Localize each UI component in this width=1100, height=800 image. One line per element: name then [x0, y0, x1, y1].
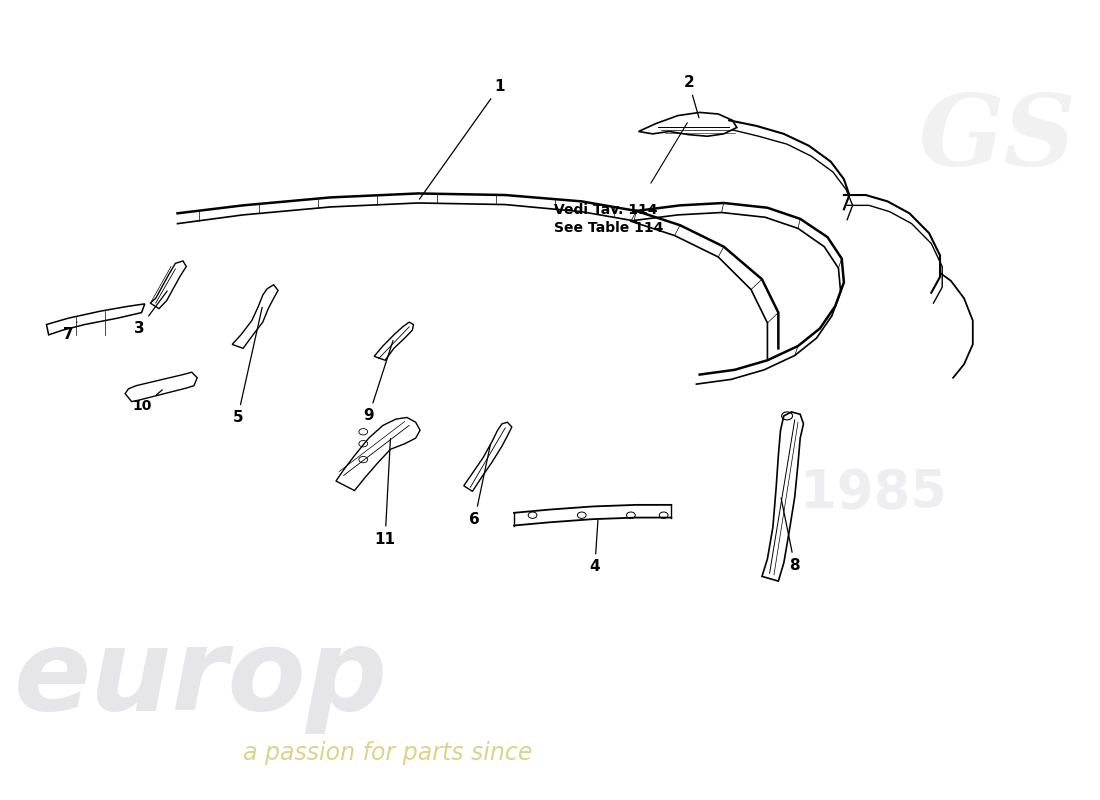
- Text: 6: 6: [470, 444, 491, 526]
- Polygon shape: [151, 261, 186, 309]
- Polygon shape: [232, 285, 278, 348]
- Text: 4: 4: [590, 520, 601, 574]
- Text: 9: 9: [363, 341, 393, 423]
- Polygon shape: [638, 113, 737, 136]
- Text: GS: GS: [918, 90, 1076, 186]
- Text: 8: 8: [781, 498, 800, 573]
- Text: 11: 11: [375, 438, 396, 546]
- Text: europ: europ: [13, 622, 388, 734]
- Text: Vedi Tav. 114
See Table 114: Vedi Tav. 114 See Table 114: [554, 203, 663, 235]
- Text: 5: 5: [232, 307, 262, 425]
- Text: 3: 3: [134, 291, 167, 336]
- Text: 7: 7: [63, 322, 77, 342]
- Text: 2: 2: [683, 74, 698, 118]
- Text: 1: 1: [419, 78, 505, 199]
- Text: 1985: 1985: [800, 467, 947, 519]
- Polygon shape: [762, 412, 803, 581]
- Polygon shape: [464, 422, 512, 491]
- Text: 10: 10: [133, 390, 163, 414]
- Text: a passion for parts since: a passion for parts since: [243, 742, 532, 766]
- Polygon shape: [46, 304, 145, 335]
- Polygon shape: [374, 322, 414, 360]
- Polygon shape: [125, 372, 197, 402]
- Polygon shape: [336, 418, 420, 490]
